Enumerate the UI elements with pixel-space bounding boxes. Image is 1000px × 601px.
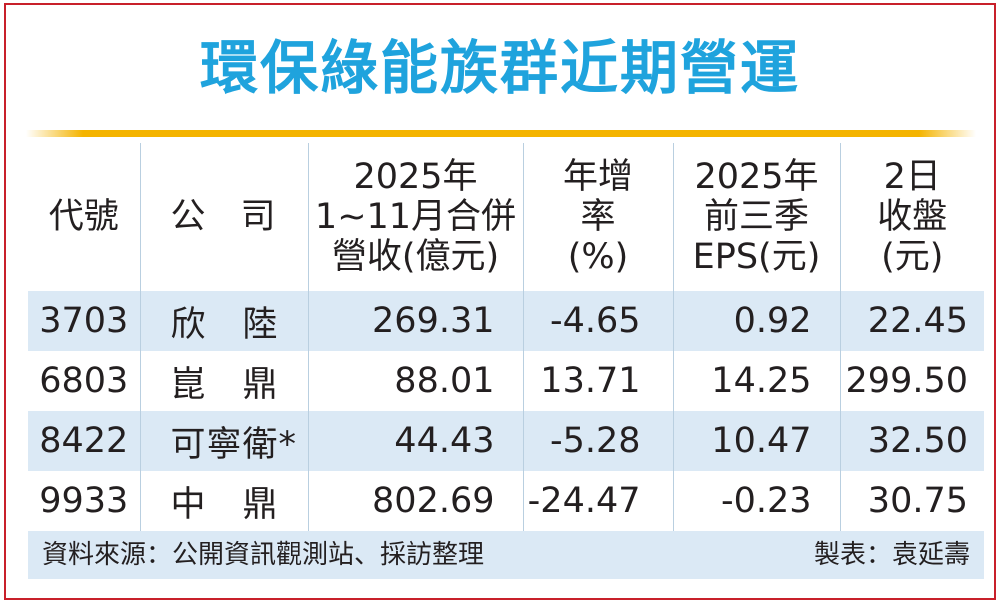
cell-code: 3703	[28, 291, 140, 351]
footer-bar: 資料來源：公開資訊觀測站、採訪整理 製表：袁延壽	[28, 531, 984, 579]
cell-revenue: 802.69	[307, 471, 523, 531]
header-close-line-2: 收盤	[877, 197, 948, 237]
header-eps-line-1: 2025年	[694, 157, 819, 197]
cell-code: 6803	[28, 351, 140, 411]
cell-revenue: 44.43	[307, 411, 523, 471]
cell-growth: 13.71	[522, 351, 673, 411]
header-growth: 年增 率 (%)	[522, 143, 673, 291]
header-eps-line-3: EPS(元)	[692, 237, 821, 277]
cell-eps: -0.23	[672, 471, 840, 531]
header-eps-line-2: 前三季	[703, 197, 809, 237]
chart-frame: 環保綠能族群近期營運 代號 公 司 2025年 1~11月合併 營收	[4, 3, 996, 600]
cell-close: 22.45	[839, 291, 984, 351]
header-row: 代號 公 司 2025年 1~11月合併 營收(億元) 年增 率 (%) 202…	[28, 143, 984, 291]
cell-eps: 0.92	[672, 291, 840, 351]
header-close-line-1: 2日	[883, 157, 941, 197]
header-code-line: 代號	[48, 197, 119, 237]
cell-growth: -4.65	[522, 291, 673, 351]
header-revenue-line-2: 1~11月合併	[314, 197, 517, 237]
chart-title: 環保綠能族群近期營運	[199, 34, 800, 102]
data-table: 代號 公 司 2025年 1~11月合併 營收(億元) 年增 率 (%) 202…	[28, 143, 984, 531]
cell-close: 30.75	[839, 471, 984, 531]
header-growth-line-3: (%)	[567, 237, 629, 277]
cell-revenue: 269.31	[307, 291, 523, 351]
cell-company: 中 鼎	[139, 471, 308, 531]
cell-company: 崑 鼎	[139, 351, 308, 411]
header-close: 2日 收盤 (元)	[839, 143, 984, 291]
cell-eps: 14.25	[672, 351, 840, 411]
cell-company: 欣 陸	[139, 291, 308, 351]
header-eps: 2025年 前三季 EPS(元)	[672, 143, 840, 291]
table-row: 3703 欣 陸 269.31 -4.65 0.92 22.45	[28, 291, 984, 351]
header-growth-line-1: 年增	[562, 157, 633, 197]
header-code: 代號	[28, 143, 140, 291]
cell-company: 可寧衛*	[139, 411, 308, 471]
cell-growth: -24.47	[522, 471, 673, 531]
header-company-line: 公 司	[170, 197, 276, 237]
header-revenue-line-1: 2025年	[353, 157, 478, 197]
cell-revenue: 88.01	[307, 351, 523, 411]
cell-eps: 10.47	[672, 411, 840, 471]
cell-code: 9933	[28, 471, 140, 531]
header-revenue: 2025年 1~11月合併 營收(億元)	[307, 143, 523, 291]
source-note: 資料來源：公開資訊觀測站、採訪整理	[42, 540, 485, 570]
title-divider	[26, 130, 976, 137]
cell-growth: -5.28	[522, 411, 673, 471]
cell-close: 32.50	[839, 411, 984, 471]
header-growth-line-2: 率	[580, 197, 616, 237]
table-row: 9933 中 鼎 802.69 -24.47 -0.23 30.75	[28, 471, 984, 531]
author-credit: 製表：袁延壽	[813, 540, 970, 570]
header-close-line-3: (元)	[881, 237, 944, 277]
table-row: 6803 崑 鼎 88.01 13.71 14.25 299.50	[28, 351, 984, 411]
cell-code: 8422	[28, 411, 140, 471]
table-row: 8422 可寧衛* 44.43 -5.28 10.47 32.50	[28, 411, 984, 471]
header-company: 公 司	[139, 143, 308, 291]
cell-close: 299.50	[839, 351, 984, 411]
header-revenue-line-3: 營收(億元)	[331, 237, 500, 277]
